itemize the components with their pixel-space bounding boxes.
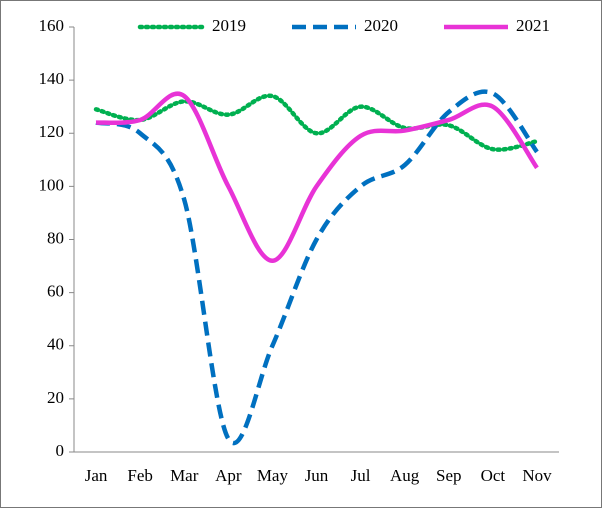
- x-tick-label: Aug: [390, 466, 420, 485]
- y-tick-label: 40: [47, 335, 64, 354]
- x-tick-label: Jun: [305, 466, 329, 485]
- y-tick-label: 80: [47, 228, 64, 247]
- x-tick-label: Apr: [215, 466, 242, 485]
- y-tick-label: 0: [56, 441, 65, 460]
- x-tick-label: Nov: [522, 466, 552, 485]
- series-line: [93, 93, 540, 152]
- x-tick-label: Jul: [351, 466, 371, 485]
- x-tick-label: Sep: [436, 466, 462, 485]
- x-tick-label: May: [257, 466, 289, 485]
- series-line: [95, 91, 539, 264]
- y-tick-label: 120: [39, 122, 65, 141]
- series-line: [95, 89, 539, 446]
- y-tick-label: 140: [39, 69, 65, 88]
- x-tick-label: Oct: [481, 466, 506, 485]
- x-tick-label: Mar: [170, 466, 199, 485]
- legend-label: 2019: [212, 16, 246, 35]
- y-tick-label: 60: [47, 282, 64, 301]
- legend-label: 2021: [516, 16, 550, 35]
- x-tick-label: Jan: [85, 466, 108, 485]
- y-tick-label: 160: [39, 16, 65, 35]
- y-tick-label: 100: [39, 175, 65, 194]
- y-tick-label: 20: [47, 388, 64, 407]
- legend-label: 2020: [364, 16, 398, 35]
- x-tick-label: Feb: [127, 466, 153, 485]
